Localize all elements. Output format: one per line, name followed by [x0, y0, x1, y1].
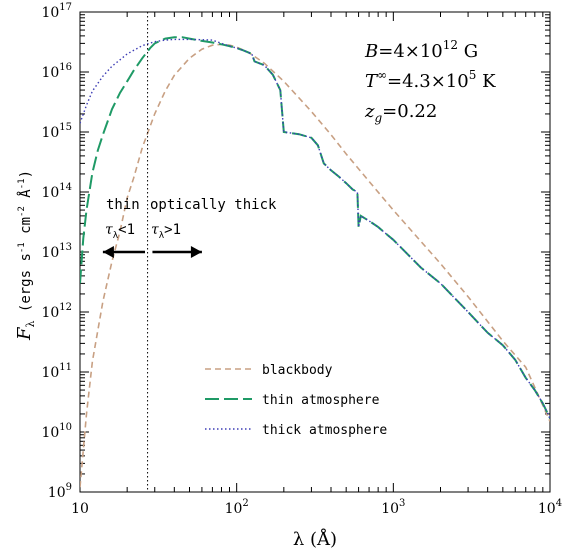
axis-ticks: 10 102 103 104 109 1010 1011 1012 1013 1014 1015 10… [41, 2, 562, 517]
y-axis-title: Fλ (ergs s-1 cm-2 Å-1) [14, 170, 37, 341]
thin-label: thin [106, 197, 140, 213]
series-blackbody [80, 43, 550, 488]
y-tick-label: 1014 [41, 182, 72, 201]
thick-arrow-head [190, 246, 202, 258]
y-tick-label: 109 [48, 482, 72, 501]
param-b-value: =4×10 [378, 41, 443, 62]
tau-thin-label: τλ<1 [105, 222, 135, 241]
y-axis-units: (ergs s [18, 253, 34, 312]
thick-label: optically thick [150, 197, 277, 213]
x-tick-label: 10 [71, 501, 89, 517]
x-tick-label: 102 [225, 498, 249, 517]
series-thin-atmosphere [80, 36, 550, 419]
y-tick-label: 1013 [41, 242, 72, 261]
series-thick-atmosphere [80, 38, 550, 419]
annotations: thin optically thick τλ<1 τλ>1 [102, 12, 277, 492]
param-b-symbol: B [364, 41, 378, 62]
x-tick-label: 104 [538, 498, 562, 517]
y-tick-label: 1015 [41, 122, 72, 141]
param-t-value: =4.3×10 [387, 71, 469, 92]
y-tick-label: 1011 [41, 362, 72, 381]
param-t-unit: K [476, 71, 496, 92]
x-axis-title: λ (Å) [293, 528, 337, 550]
param-z-value: =0.22 [382, 101, 437, 122]
physical-parameters: B=4×1012 G T∞=4.3×105 K zg=0.22 [364, 38, 496, 125]
tau-thick-label: τλ>1 [151, 222, 181, 241]
param-z-subscript: g [374, 111, 382, 125]
x-tick-label: 103 [381, 498, 405, 517]
param-t-exponent: 5 [469, 68, 477, 82]
y-axis-subscript: λ [24, 321, 37, 328]
y-tick-label: 1010 [41, 422, 72, 441]
curves [80, 36, 550, 488]
svg-text:T∞=4.3×105 K: T∞=4.3×105 K [365, 68, 496, 92]
svg-text:Fλ (ergs s-1 cm-2 Å-1): Fλ (ergs s-1 cm-2 Å-1) [14, 170, 37, 341]
y-tick-label: 1017 [41, 2, 72, 21]
y-axis-symbol: F [14, 326, 35, 341]
param-t-superscript: ∞ [377, 68, 387, 82]
svg-text:zg=0.22: zg=0.22 [364, 101, 437, 125]
legend: blackbody thin atmosphere thick atmosphe… [205, 363, 387, 438]
param-t-symbol: T [365, 71, 379, 92]
param-b-exponent: 12 [443, 38, 458, 52]
param-b-unit: G [458, 41, 478, 62]
legend-label-blackbody: blackbody [262, 363, 333, 378]
legend-label-thin-atmosphere: thin atmosphere [262, 393, 380, 408]
y-tick-label: 1016 [41, 62, 72, 81]
svg-text:B=4×1012 G: B=4×1012 G [364, 38, 478, 62]
param-z-symbol: z [364, 101, 375, 122]
thin-arrow-head [102, 246, 114, 258]
legend-label-thick-atmosphere: thick atmosphere [262, 423, 387, 438]
y-tick-label: 1012 [41, 302, 72, 321]
